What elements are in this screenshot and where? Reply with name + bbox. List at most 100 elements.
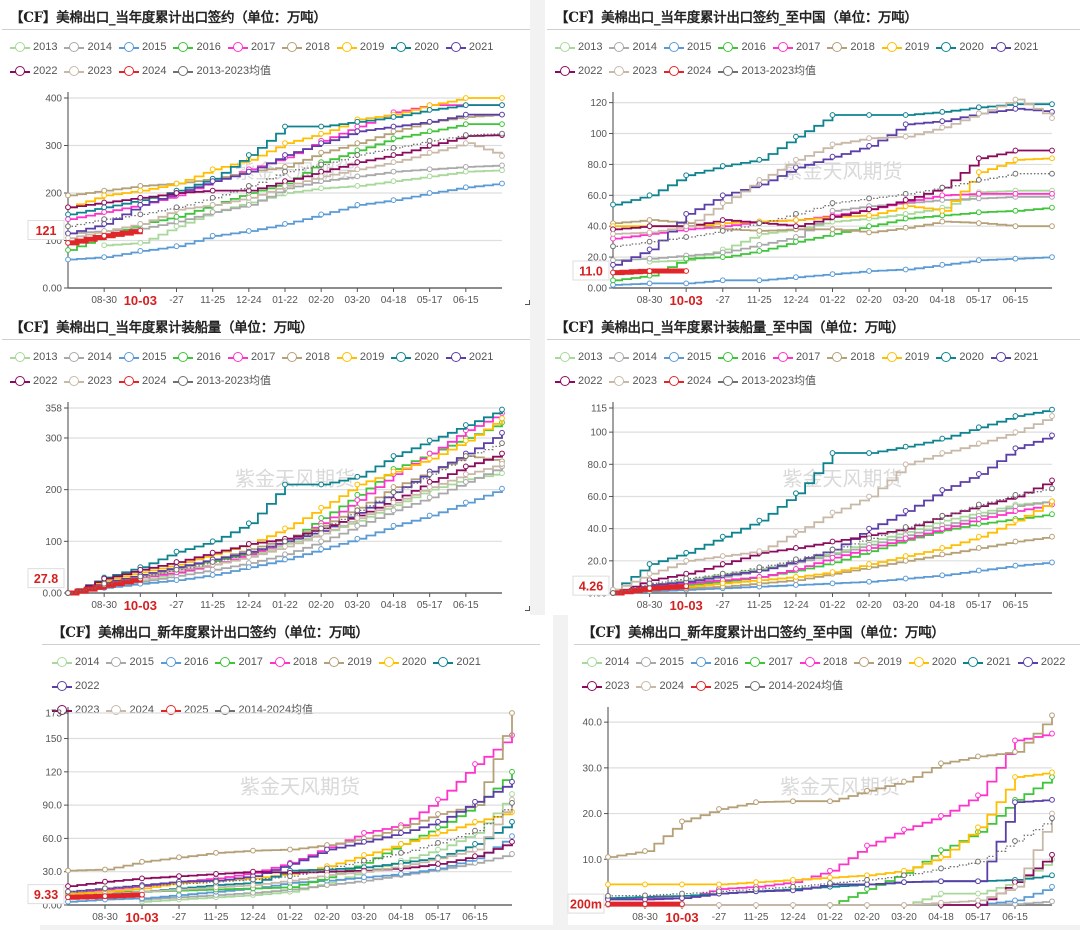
legend-item[interactable]: 2021 xyxy=(963,651,1011,673)
data-point[interactable] xyxy=(462,95,469,101)
data-point[interactable] xyxy=(390,468,397,475)
legend-item[interactable]: 2017 xyxy=(227,36,275,58)
data-point[interactable] xyxy=(610,257,616,264)
data-point[interactable] xyxy=(361,857,367,864)
data-point[interactable] xyxy=(209,194,216,201)
data-point[interactable] xyxy=(901,778,907,785)
data-point[interactable] xyxy=(939,109,946,115)
data-point[interactable] xyxy=(1049,898,1055,905)
data-point[interactable] xyxy=(939,450,946,456)
legend-item[interactable]: 2015 xyxy=(118,36,166,58)
data-point[interactable] xyxy=(318,185,325,192)
data-point[interactable] xyxy=(1012,96,1019,103)
data-point[interactable] xyxy=(938,854,944,860)
data-point[interactable] xyxy=(610,282,616,288)
data-point[interactable] xyxy=(390,178,397,185)
data-point[interactable] xyxy=(610,277,616,284)
data-point[interactable] xyxy=(137,566,144,573)
legend-item[interactable]: 2024 xyxy=(663,60,711,82)
data-point[interactable] xyxy=(902,553,909,559)
data-point[interactable] xyxy=(282,551,288,558)
data-point[interactable] xyxy=(102,885,108,892)
data-point[interactable] xyxy=(975,533,982,540)
data-point[interactable] xyxy=(790,883,796,890)
data-point[interactable] xyxy=(866,450,872,456)
data-point[interactable] xyxy=(390,144,397,151)
data-point[interactable] xyxy=(282,163,288,170)
legend-item[interactable]: 2015 xyxy=(106,651,154,673)
data-point[interactable] xyxy=(975,792,981,799)
legend-item[interactable]: 2018 xyxy=(827,346,875,368)
data-point[interactable] xyxy=(426,142,433,149)
data-point[interactable] xyxy=(716,888,722,895)
data-point[interactable] xyxy=(642,892,648,899)
data-point[interactable] xyxy=(245,168,252,175)
data-point[interactable] xyxy=(499,450,505,457)
data-point[interactable] xyxy=(939,124,946,131)
data-point[interactable] xyxy=(282,178,288,185)
legend-item[interactable]: 2016 xyxy=(160,651,208,673)
data-point[interactable] xyxy=(287,861,293,867)
data-point[interactable] xyxy=(901,879,907,886)
data-point[interactable] xyxy=(354,147,361,154)
data-point[interactable] xyxy=(354,535,361,542)
series-line-2020[interactable] xyxy=(68,409,503,594)
data-point[interactable] xyxy=(426,128,433,135)
data-point[interactable] xyxy=(101,192,108,199)
data-point[interactable] xyxy=(716,881,722,888)
data-point[interactable] xyxy=(901,902,907,908)
data-point[interactable] xyxy=(719,580,726,587)
legend-item[interactable]: 2018 xyxy=(282,36,330,58)
data-point[interactable] xyxy=(250,876,256,883)
data-point[interactable] xyxy=(1012,156,1019,163)
data-point[interactable] xyxy=(866,229,872,236)
data-point[interactable] xyxy=(65,235,71,242)
legend-item[interactable]: 2024 xyxy=(118,60,166,82)
data-point[interactable] xyxy=(756,241,763,248)
legend-item[interactable]: 2024 xyxy=(118,370,166,392)
data-point[interactable] xyxy=(499,406,505,413)
data-point[interactable] xyxy=(866,195,872,202)
data-point[interactable] xyxy=(318,481,325,488)
data-point[interactable] xyxy=(354,128,361,135)
data-point[interactable] xyxy=(790,876,796,883)
legend-item[interactable]: 2013-2023均值 xyxy=(718,60,816,82)
data-point[interactable] xyxy=(829,580,836,587)
data-point[interactable] xyxy=(472,846,478,853)
data-point[interactable] xyxy=(1012,897,1018,904)
legend-item[interactable]: 2022 xyxy=(52,675,99,697)
data-point[interactable] xyxy=(390,123,397,130)
data-point[interactable] xyxy=(390,499,397,506)
data-point[interactable] xyxy=(282,525,288,532)
data-point[interactable] xyxy=(939,197,946,203)
series-line-2020[interactable] xyxy=(613,103,1052,206)
data-point[interactable] xyxy=(499,429,505,436)
data-point[interactable] xyxy=(939,487,946,493)
data-point[interactable] xyxy=(282,182,288,189)
data-point[interactable] xyxy=(361,874,367,881)
legend-item[interactable]: 2019 xyxy=(336,36,384,58)
data-point[interactable] xyxy=(939,184,946,191)
data-point[interactable] xyxy=(793,217,799,223)
data-point[interactable] xyxy=(793,234,799,240)
data-point[interactable] xyxy=(318,168,325,175)
data-point[interactable] xyxy=(282,481,288,488)
data-point[interactable] xyxy=(390,128,397,135)
data-point[interactable] xyxy=(975,424,982,431)
legend-item[interactable]: 2020 xyxy=(378,651,426,673)
data-point[interactable] xyxy=(610,231,616,237)
data-point[interactable] xyxy=(101,580,108,587)
legend-item[interactable]: 2021 xyxy=(433,651,481,673)
data-point[interactable] xyxy=(282,543,288,550)
data-point[interactable] xyxy=(866,223,872,230)
legend-item[interactable]: 2020 xyxy=(391,346,439,368)
legend-item[interactable]: 2017 xyxy=(772,36,820,58)
data-point[interactable] xyxy=(324,872,330,878)
data-point[interactable] xyxy=(1012,799,1018,806)
data-point[interactable] xyxy=(1012,838,1018,844)
data-point[interactable] xyxy=(1012,508,1019,514)
data-point[interactable] xyxy=(462,111,469,118)
data-point[interactable] xyxy=(756,577,763,584)
series-line-2015[interactable] xyxy=(613,256,1053,286)
data-point[interactable] xyxy=(975,176,982,183)
